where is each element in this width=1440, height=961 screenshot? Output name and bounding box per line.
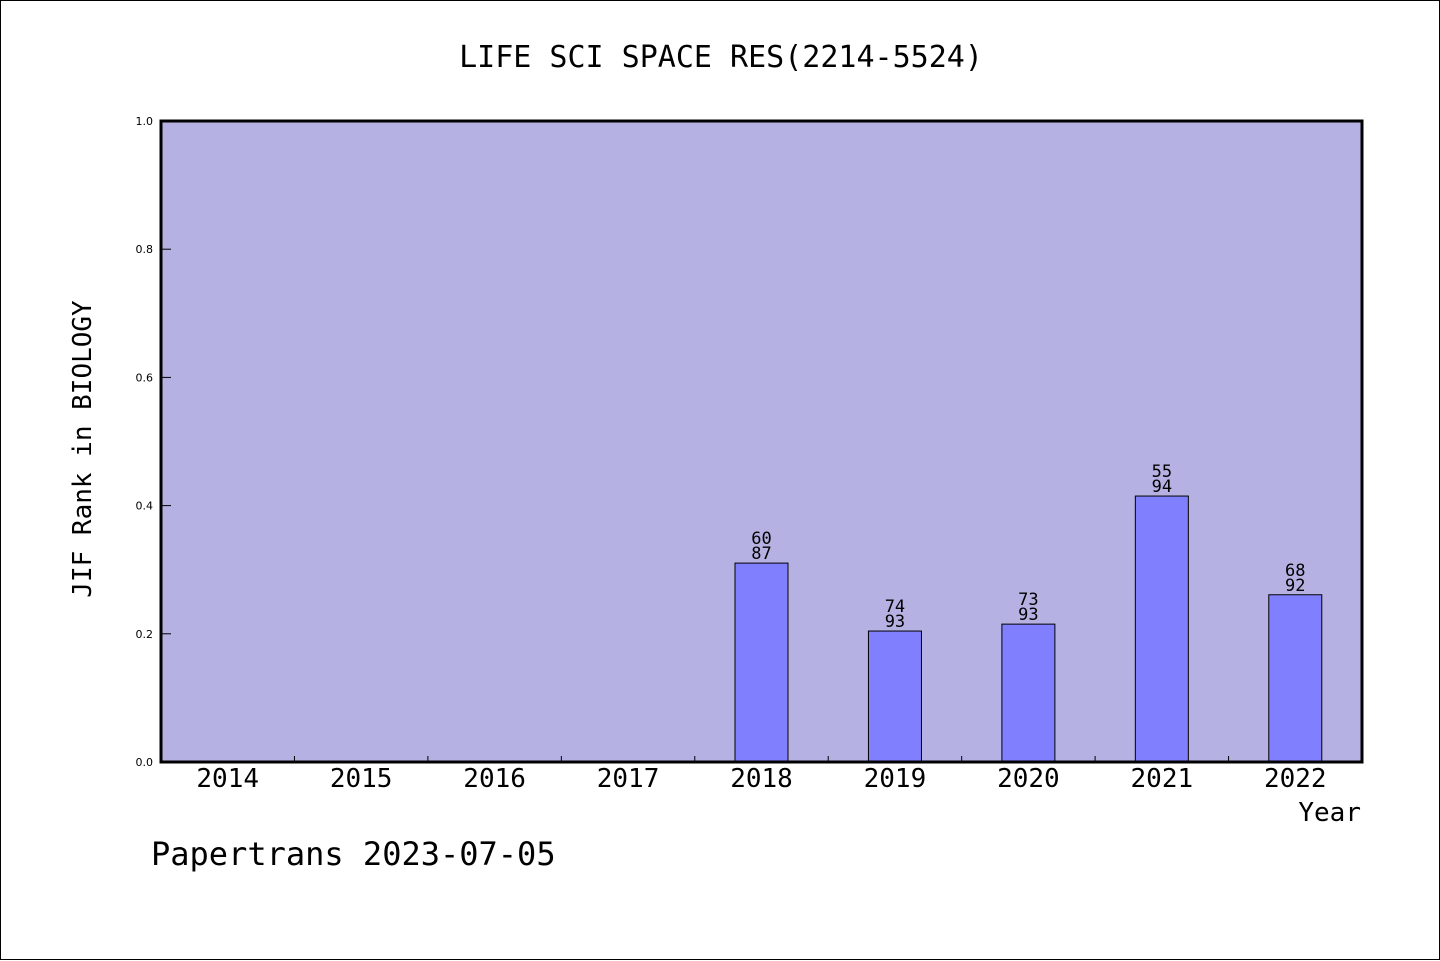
bar-label-total: 93 [1018, 605, 1038, 625]
bar-2020 [1001, 623, 1056, 763]
bar-label-total: 93 [885, 612, 905, 632]
x-tick-label: 2016 [463, 764, 526, 794]
bar-label-rank: 68 [1285, 561, 1305, 581]
bar-label-total: 94 [1152, 477, 1172, 497]
bar-label-total: 87 [751, 544, 771, 564]
bar-2021 [1134, 495, 1189, 763]
bar-label-rank: 74 [885, 597, 905, 617]
x-tick-label: 2017 [597, 764, 660, 794]
x-tick-label: 2015 [330, 764, 393, 794]
x-axis: 2014 2015 2016 2017 2018 2019 2020 2021 2022 [196, 756, 1327, 794]
chart-title: LIFE SCI SPACE RES(2214-5524) [459, 40, 983, 75]
x-tick-label: 2014 [196, 764, 259, 794]
x-tick-label: 2018 [730, 764, 793, 794]
y-tick-label: 0.6 [136, 371, 154, 384]
y-tick-label: 0.0 [136, 756, 154, 769]
y-axis: 0.0 0.2 0.4 0.6 0.8 1.0 [136, 115, 171, 769]
bars-group [734, 495, 1323, 763]
x-tick-label: 2022 [1264, 764, 1327, 794]
x-axis-label: Year [1298, 798, 1361, 828]
plot-border [159, 119, 1364, 764]
y-tick-label: 0.4 [136, 500, 154, 513]
bar-label-rank: 55 [1152, 462, 1172, 482]
bar-label-rank: 60 [751, 529, 771, 549]
bar-2022 [1268, 594, 1323, 763]
x-tick-label: 2021 [1131, 764, 1194, 794]
y-tick-label: 0.8 [136, 243, 154, 256]
y-tick-label: 1.0 [136, 115, 154, 128]
bar-2019 [867, 630, 922, 763]
y-tick-label: 0.2 [136, 628, 154, 641]
x-tick-label: 2019 [864, 764, 927, 794]
bar-label-rank: 73 [1018, 590, 1038, 610]
y-axis-label: JIF Rank in BIOLOGY [68, 300, 98, 598]
watermark-text: Papertrans 2023-07-05 [151, 835, 556, 873]
bar-2018 [734, 562, 789, 763]
x-tick-label: 2020 [997, 764, 1060, 794]
bar-label-total: 92 [1285, 576, 1305, 596]
